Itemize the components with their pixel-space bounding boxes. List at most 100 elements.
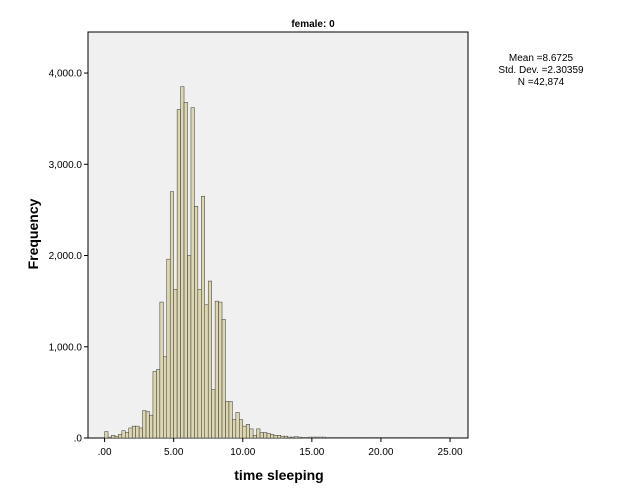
statistics-box: Mean =8.6725 Std. Dev. =2.30359 N =42,87… bbox=[486, 53, 596, 89]
histogram-bar bbox=[342, 437, 347, 439]
stat-std-dev: Std. Dev. =2.30359 bbox=[498, 65, 584, 76]
histogram-bar bbox=[297, 436, 302, 439]
histogram-bar bbox=[121, 430, 126, 439]
histogram-bar bbox=[204, 304, 209, 439]
histogram-bar bbox=[318, 436, 323, 439]
plot-area bbox=[87, 31, 469, 439]
x-tick-label: 5.00 bbox=[164, 447, 184, 458]
histogram-bar bbox=[304, 437, 309, 439]
histogram-bar bbox=[228, 401, 233, 439]
histogram-bar bbox=[287, 436, 292, 439]
histogram-bar bbox=[135, 425, 140, 439]
histogram-bar bbox=[377, 437, 382, 439]
histogram-bar bbox=[380, 437, 385, 439]
x-tick-label: 20.00 bbox=[368, 447, 393, 458]
histogram-bar bbox=[277, 435, 282, 439]
histogram-bar bbox=[221, 319, 226, 439]
x-tick-label: .00 bbox=[98, 447, 112, 458]
histogram-bar bbox=[415, 437, 420, 439]
histogram-bar bbox=[125, 432, 130, 439]
histogram-bar bbox=[232, 419, 237, 439]
histogram-bar bbox=[114, 435, 119, 439]
histogram-bar bbox=[273, 435, 278, 439]
y-axis-label: Frequency bbox=[25, 198, 41, 269]
histogram-bar bbox=[259, 432, 264, 439]
stat-n: N =42,874 bbox=[517, 77, 565, 88]
histogram-bar bbox=[118, 434, 123, 439]
histogram-bar bbox=[366, 437, 371, 439]
histogram-bar bbox=[235, 412, 240, 439]
histogram-bar bbox=[263, 432, 268, 439]
y-tick-label: 4,000.0 bbox=[49, 69, 83, 80]
x-tick-label: 25.00 bbox=[438, 447, 463, 458]
histogram-bar bbox=[211, 389, 216, 439]
histogram-bar bbox=[149, 414, 154, 439]
histogram-bar bbox=[339, 437, 344, 439]
histogram-bar bbox=[142, 410, 147, 439]
histogram-bar bbox=[218, 301, 223, 439]
histogram-bar bbox=[173, 289, 178, 439]
x-tick-label: 15.00 bbox=[299, 447, 324, 458]
histogram-bar bbox=[308, 436, 313, 439]
histogram-bar bbox=[152, 371, 157, 439]
histogram-bar bbox=[391, 437, 396, 439]
histogram-bar bbox=[418, 437, 423, 439]
x-axis-label: time sleeping bbox=[234, 467, 323, 483]
histogram-bar bbox=[439, 437, 444, 439]
y-tick-label: 2,000.0 bbox=[49, 251, 83, 262]
histogram-bar bbox=[266, 433, 271, 439]
histogram-bar bbox=[183, 102, 188, 439]
histogram-bar bbox=[190, 107, 195, 439]
histogram-bar bbox=[239, 419, 244, 439]
histogram-bar bbox=[311, 436, 316, 439]
y-axis: .0 1,000.0 2,000.0 3,000.0 4,000.0 bbox=[49, 69, 88, 445]
histogram-bar bbox=[353, 437, 358, 439]
histogram-bar bbox=[187, 255, 192, 439]
histogram-bar bbox=[356, 437, 361, 439]
histogram-bar bbox=[373, 437, 378, 439]
histogram-bar bbox=[328, 437, 333, 439]
histogram-bar bbox=[321, 436, 326, 439]
histogram-bar bbox=[256, 428, 261, 439]
histogram-bar bbox=[346, 437, 351, 439]
histogram-bar bbox=[325, 437, 330, 439]
histogram-bar bbox=[197, 289, 202, 439]
histogram-bar bbox=[442, 437, 447, 439]
histogram-bar bbox=[425, 437, 430, 439]
histogram-bar bbox=[290, 436, 295, 439]
histogram-bar bbox=[225, 401, 230, 439]
histogram-bar bbox=[349, 437, 354, 439]
histogram-bar bbox=[156, 369, 161, 439]
histogram-bar bbox=[408, 437, 413, 439]
histogram-bar bbox=[432, 437, 437, 439]
histogram-bar bbox=[404, 437, 409, 439]
histogram-bar bbox=[245, 424, 250, 439]
histogram-bar bbox=[363, 437, 368, 439]
histogram-bar bbox=[201, 195, 206, 439]
histogram-bar bbox=[207, 280, 212, 439]
histogram-bar bbox=[384, 437, 389, 439]
y-tick-label: 1,000.0 bbox=[49, 342, 83, 353]
histogram-bar bbox=[131, 425, 136, 439]
histogram-bar bbox=[283, 435, 288, 439]
histogram-bar bbox=[332, 437, 337, 439]
histogram-bar bbox=[159, 301, 164, 439]
y-tick-label: .0 bbox=[74, 434, 83, 445]
histogram-bar bbox=[429, 437, 434, 439]
histogram-bar bbox=[104, 431, 109, 439]
histogram-bar bbox=[401, 437, 406, 439]
histogram-bar bbox=[169, 191, 174, 439]
chart-title: female: 0 bbox=[291, 19, 335, 30]
histogram-bar bbox=[335, 437, 340, 439]
histogram-bar bbox=[145, 411, 150, 439]
histogram-bar bbox=[214, 300, 219, 439]
histogram-bar bbox=[111, 435, 116, 439]
histogram-bar bbox=[242, 425, 247, 439]
histogram-bar bbox=[422, 437, 427, 439]
histogram-bar bbox=[252, 435, 257, 439]
histogram-bar bbox=[166, 258, 171, 439]
histogram-bar bbox=[397, 437, 402, 439]
histogram-bar bbox=[128, 427, 133, 439]
histogram-bar bbox=[294, 436, 299, 439]
